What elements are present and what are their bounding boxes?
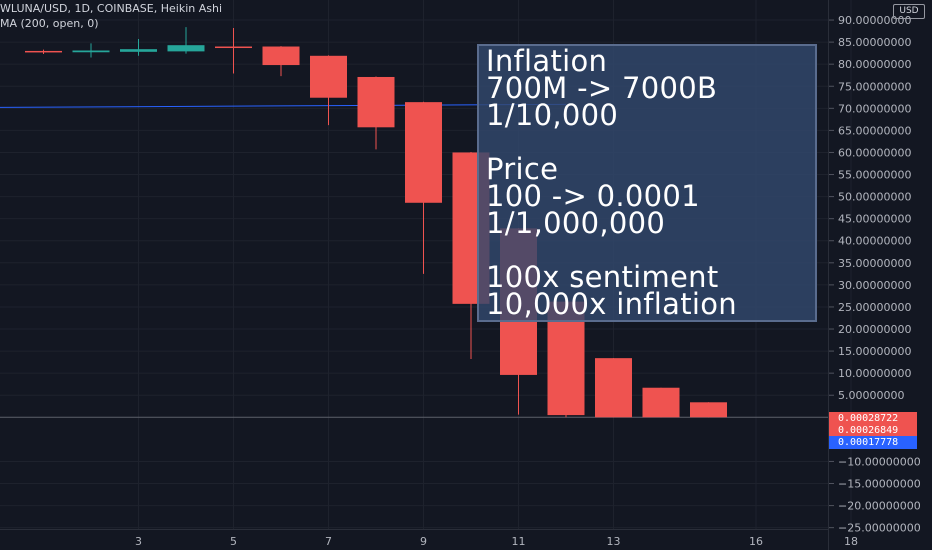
candle <box>120 39 157 56</box>
price-label-ha-close: 0.00026849 <box>829 424 917 437</box>
price-tick-label: 35.00000000 <box>838 257 911 270</box>
price-tick-label: 55.00000000 <box>838 169 911 182</box>
price-tick-label: 50.00000000 <box>838 191 911 204</box>
time-tick-label: 16 <box>749 535 763 548</box>
candle-body <box>642 387 680 418</box>
candle-body <box>25 50 62 53</box>
candle <box>262 46 300 77</box>
candle <box>357 76 395 150</box>
candle <box>215 27 252 74</box>
price-tick-label: 75.00000000 <box>838 80 911 93</box>
price-tick-label: 70.00000000 <box>838 102 911 115</box>
annotation-textbox[interactable]: Inflation 700M -> 7000B 1/10,000 Price 1… <box>477 44 817 322</box>
time-tick-label: 7 <box>325 535 332 548</box>
candle <box>72 43 110 58</box>
candle-body <box>595 358 632 418</box>
candle <box>690 402 727 418</box>
indicator-legend[interactable]: MA (200, open, 0) <box>0 17 99 30</box>
price-tick-label: 25.00000000 <box>838 301 911 314</box>
candle-body <box>167 45 205 52</box>
currency-badge[interactable]: USD <box>893 4 925 19</box>
price-tick-label: 65.00000000 <box>838 124 911 137</box>
time-tick-label: 9 <box>420 535 427 548</box>
price-tick-label: 40.00000000 <box>838 235 911 248</box>
candle-body <box>72 50 110 53</box>
candle <box>167 27 205 54</box>
price-tick-label: 20.00000000 <box>838 323 911 336</box>
price-tick-label: −10.00000000 <box>838 455 921 468</box>
price-tick-label: 15.00000000 <box>838 345 911 358</box>
price-tick-label: 60.00000000 <box>838 146 911 159</box>
candle-body <box>215 46 252 49</box>
candle <box>310 55 347 126</box>
candle <box>25 49 62 55</box>
ma-line <box>0 103 567 108</box>
price-tick-label: 30.00000000 <box>838 279 911 292</box>
candle <box>405 101 442 274</box>
candle <box>642 387 680 418</box>
candle-body <box>120 49 157 52</box>
price-axis[interactable]: 90.0000000085.0000000080.0000000075.0000… <box>828 0 921 550</box>
candle-body <box>405 102 442 203</box>
price-label-ma: 0.00017778 <box>829 436 917 449</box>
price-tick-label: 45.00000000 <box>838 213 911 226</box>
price-tick-label: −20.00000000 <box>838 500 921 513</box>
price-label-close: 0.00028722 <box>829 412 917 425</box>
time-tick-label: 11 <box>512 535 526 548</box>
time-tick-label: 13 <box>607 535 621 548</box>
price-tick-label: −15.00000000 <box>838 478 921 491</box>
price-tick-label: 5.00000000 <box>838 389 904 402</box>
ma-200-line <box>0 103 567 108</box>
candle-body <box>262 46 300 66</box>
symbol-title[interactable]: WLUNA/USD, 1D, COINBASE, Heikin Ashi <box>0 2 223 15</box>
time-tick-label: 3 <box>135 535 142 548</box>
candle-body <box>310 55 347 98</box>
candle-body <box>357 76 395 128</box>
candle <box>595 358 632 418</box>
time-tick-label: 5 <box>230 535 237 548</box>
time-tick-label: 18 <box>844 535 858 548</box>
price-tick-label: 10.00000000 <box>838 367 911 380</box>
price-tick-label: 85.00000000 <box>838 36 911 49</box>
time-axis[interactable]: 3 5 7 9 11 13 16 18 <box>0 529 858 549</box>
price-tick-label: 80.00000000 <box>838 58 911 71</box>
price-tick-label: −25.00000000 <box>838 522 921 535</box>
candle-body <box>690 402 727 418</box>
